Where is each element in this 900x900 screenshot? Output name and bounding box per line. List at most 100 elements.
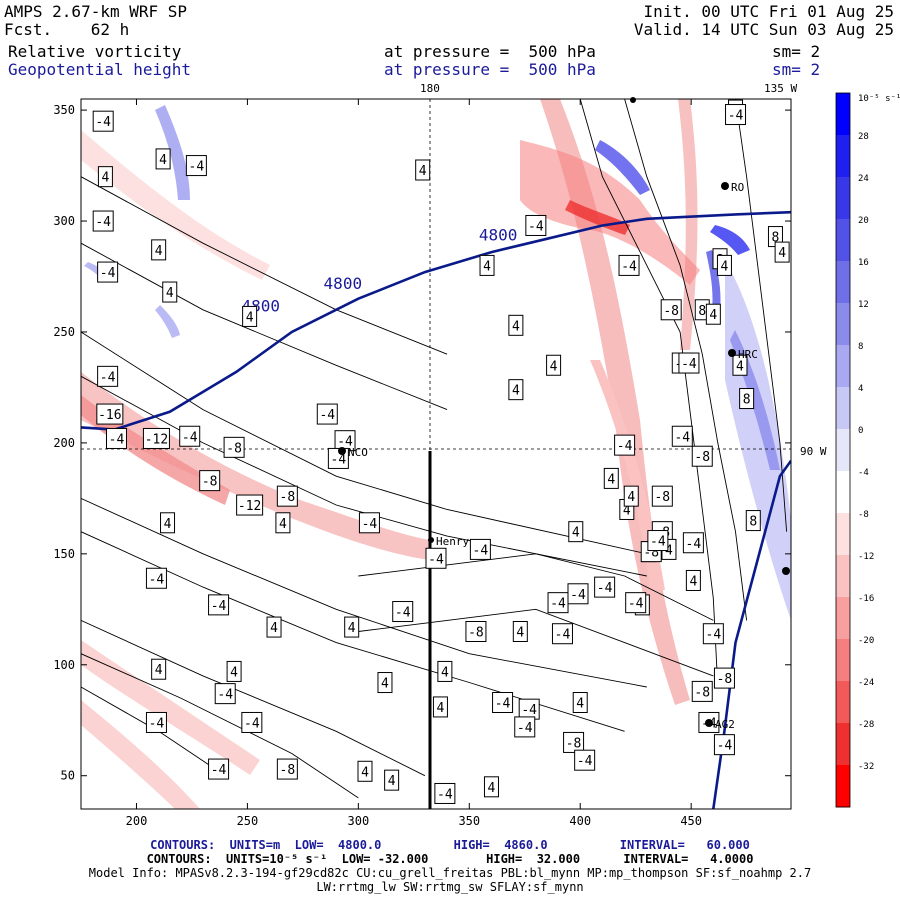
shade-north-cluster-blue xyxy=(595,140,650,195)
vorticity-label-box xyxy=(702,623,724,645)
vorticity-label-box xyxy=(651,485,673,507)
colorbar-swatch xyxy=(836,681,850,724)
vorticity-label-box xyxy=(226,660,242,682)
vorticity-label: -4 xyxy=(617,439,633,454)
colorbar-swatch xyxy=(836,765,850,808)
footer-units: UNITS=m xyxy=(229,838,281,852)
station-nco-marker xyxy=(338,447,346,455)
colorbar-level: -4 xyxy=(858,468,869,478)
lon-90w-label: 90 W xyxy=(800,445,827,458)
vorticity-label: -4 xyxy=(621,259,637,274)
vorticity-label-box xyxy=(266,616,282,638)
vorticity-label: -4 xyxy=(706,628,722,643)
vorticity-label-box xyxy=(603,467,619,489)
x-tick-label: 450 xyxy=(680,814,702,828)
vorticity-label-box xyxy=(594,576,616,598)
vorticity-label-box xyxy=(716,254,732,276)
y-tick-label: 200 xyxy=(53,436,75,450)
vorticity-contour-line xyxy=(358,608,714,677)
colorbar-swatch xyxy=(836,345,850,388)
vorticity-label: -4 xyxy=(149,572,165,587)
colorbar-swatch xyxy=(836,429,850,472)
footer-line2: CONTOURS: UNITS=10⁻⁵ s⁻¹ LOW= -32.000 HI… xyxy=(146,852,754,866)
station-ag2-marker xyxy=(705,719,713,727)
vorticity-label-box xyxy=(384,769,400,791)
vorticity-label-box xyxy=(155,148,171,170)
vorticity-label: -8 xyxy=(280,490,296,505)
vorticity-label-box xyxy=(623,485,639,507)
colorbar-level: -16 xyxy=(858,594,874,604)
vorticity-label-box xyxy=(223,436,245,458)
field2-label: Geopotential height xyxy=(8,60,192,79)
vorticity-label: 8 xyxy=(772,231,780,246)
vorticity-label-box xyxy=(242,305,258,327)
vorticity-label: -4 xyxy=(437,787,453,802)
plot-frame xyxy=(80,98,792,810)
vorticity-label: 8 xyxy=(743,393,751,408)
vorticity-label: 4 xyxy=(164,517,172,532)
shade-band-sw2 xyxy=(81,700,200,809)
colorbar-swatch xyxy=(836,555,850,598)
shade-blue-small3 xyxy=(706,250,721,310)
vorticity-label: -4 xyxy=(628,597,644,612)
vorticity-label: 4 xyxy=(488,781,496,796)
colorbar-level: -20 xyxy=(858,636,874,646)
vorticity-label-box xyxy=(151,239,167,261)
vorticity-contour-line xyxy=(735,99,788,532)
vorticity-label: 4 xyxy=(721,259,729,274)
vorticity-label: 4 xyxy=(512,319,520,334)
vorticity-label: 4 xyxy=(550,359,558,374)
vorticity-label-box xyxy=(713,667,735,689)
vorticity-label: -4 xyxy=(717,739,733,754)
colorbar-swatch xyxy=(836,303,850,346)
vorticity-label-box xyxy=(92,210,114,232)
vorticity-label-box xyxy=(745,510,761,532)
shade-band-nw xyxy=(81,130,270,280)
vorticity-label-box xyxy=(437,660,453,682)
vorticity-label: -4 xyxy=(728,109,744,124)
height-contour-line xyxy=(81,210,791,431)
field1-label: Relative vorticity xyxy=(8,42,182,61)
height-contour-label: 4800 xyxy=(479,225,518,244)
colorbar-level: -24 xyxy=(858,678,874,688)
vorticity-label: 4 xyxy=(483,259,491,274)
shade-north-red-core xyxy=(565,200,630,235)
vorticity-label-box xyxy=(465,621,487,642)
vorticity-label-box xyxy=(96,403,124,425)
station-nco-label: NCO xyxy=(348,446,368,459)
colorbar-swatch xyxy=(836,177,850,220)
vorticity-label: -4 xyxy=(555,628,571,643)
vorticity-label: -4 xyxy=(149,716,165,731)
vorticity-label-box xyxy=(572,692,588,713)
shade-blue-nw xyxy=(155,105,190,200)
vorticity-label: 4 xyxy=(270,621,278,636)
station-hrc-marker xyxy=(728,349,736,357)
vorticity-label: -4 xyxy=(337,435,353,450)
station-top-marker xyxy=(630,97,636,103)
vorticity-label-box xyxy=(660,299,682,321)
fcst-label: Fcst. xyxy=(4,20,53,39)
colorbar-level: 24 xyxy=(858,174,869,184)
colorbar-swatch xyxy=(836,387,850,430)
vorticity-label-box xyxy=(208,594,230,616)
vorticity-label-box xyxy=(145,567,167,589)
vorticity-label-box xyxy=(508,314,524,336)
vorticity-label: 4 xyxy=(166,286,174,301)
vorticity-label-box xyxy=(142,427,170,449)
vorticity-label: -4 xyxy=(570,588,586,603)
vorticity-label: -4 xyxy=(331,452,347,467)
lon-135w-label: 135 W xyxy=(764,82,797,95)
vorticity-label-box xyxy=(357,760,373,782)
colorbar: 10⁻⁵ s⁻¹ 28 24 20 16 12 8 4 0 -4 -8 -12 -16 -20 -24 -28… xyxy=(835,92,900,808)
vorticity-label: 8 xyxy=(749,515,757,530)
vorticity-label: 4 xyxy=(778,246,786,261)
vorticity-label-box xyxy=(705,303,721,325)
vorticity-label: -8 xyxy=(226,441,242,456)
vorticity-label: -4 xyxy=(95,215,111,230)
vorticity-label-box xyxy=(574,749,596,771)
height-contour-label: 4800 xyxy=(324,274,363,293)
vorticity-contour-line xyxy=(81,619,426,777)
x-axis: 200 250 300 350 400 450 xyxy=(126,99,702,828)
shade-band-e1 xyxy=(678,99,698,350)
vorticity-label: 4 xyxy=(516,626,524,641)
